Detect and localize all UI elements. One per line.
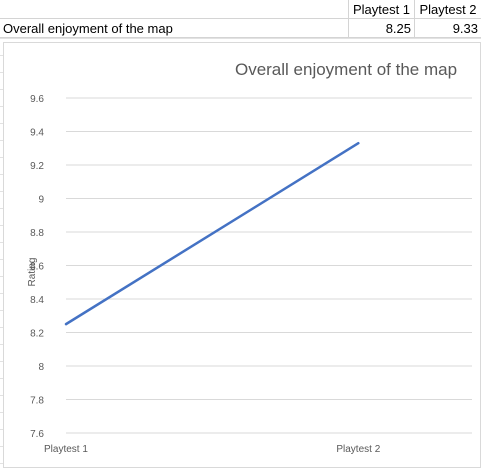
y-tick-label: 8.8 xyxy=(30,228,44,239)
x-tick-label: Playtest 2 xyxy=(336,444,380,455)
series-group xyxy=(64,141,360,326)
chart-gridlines xyxy=(66,97,472,434)
y-tick-label: 9.6 xyxy=(30,94,44,105)
y-tick-label: 8.4 xyxy=(30,295,44,306)
y-tick-label: 9.4 xyxy=(30,128,44,139)
line-chart: Overall enjoyment of the map Rating 9.69… xyxy=(27,60,472,455)
header-row: Playtest 1 Playtest 2 xyxy=(0,0,481,19)
cell-a1[interactable] xyxy=(0,0,349,19)
x-axis-ticks: Playtest 1 Playtest 2 xyxy=(44,444,381,455)
cell-c1[interactable]: Playtest 2 xyxy=(419,2,477,17)
chart-area[interactable]: Overall enjoyment of the map Rating 9.6 9… xyxy=(3,42,481,468)
y-tick-label: 9.2 xyxy=(30,161,44,172)
cell-a2[interactable]: Overall enjoyment of the map xyxy=(0,19,349,38)
chart-title: Overall enjoyment of the map xyxy=(235,60,457,79)
y-tick-label: 9 xyxy=(38,195,44,206)
y-tick-label: 8 xyxy=(38,362,44,373)
cell-c2[interactable]: 9.33 xyxy=(452,21,478,36)
y-axis-title: Rating xyxy=(27,258,38,287)
cell-b2[interactable]: 8.25 xyxy=(349,19,415,38)
cell-b1[interactable]: Playtest 1 xyxy=(349,0,415,19)
y-tick-label: 8.6 xyxy=(30,262,44,273)
data-row: Overall enjoyment of the map 8.25 9.33 xyxy=(0,19,481,38)
y-tick-label: 7.6 xyxy=(30,429,44,440)
y-tick-label: 8.2 xyxy=(30,329,44,340)
y-axis-ticks: 9.6 9.4 9.2 9 8.8 8.6 8.4 8.2 8 7.8 7.6 xyxy=(30,94,44,440)
series-line[interactable] xyxy=(64,141,360,326)
x-tick-label: Playtest 1 xyxy=(44,444,88,455)
y-tick-label: 7.8 xyxy=(30,396,44,407)
